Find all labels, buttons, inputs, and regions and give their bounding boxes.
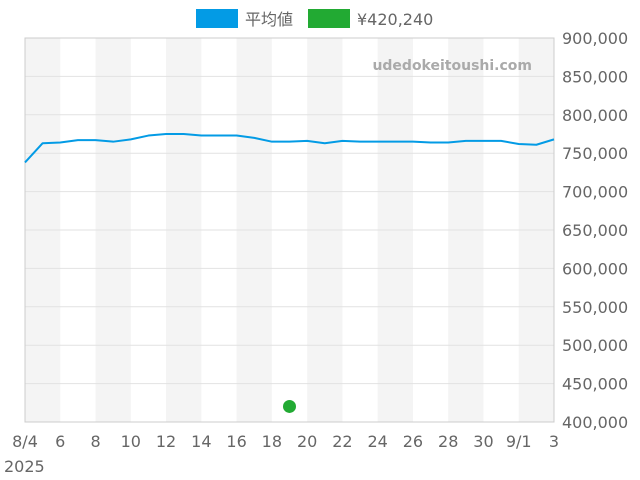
x-tick-label: 22 [332, 432, 352, 451]
x-axis-year-label: 2025 [4, 457, 45, 476]
x-axis-tick-labels: 8/4 6 8 10 12 14 16 18 20 22 24 26 28 30 9/1 3 [12, 432, 559, 451]
x-tick-label: 6 [55, 432, 65, 451]
x-tick-label: 12 [156, 432, 176, 451]
x-tick-label: 8 [90, 432, 100, 451]
x-tick-label: 10 [121, 432, 141, 451]
legend: 平均値 ¥420,240 [196, 9, 433, 29]
legend-swatch-series-1 [308, 9, 350, 28]
y-tick-label: 600,000 [562, 259, 628, 278]
y-tick-label: 750,000 [562, 144, 628, 163]
y-tick-label: 800,000 [562, 106, 628, 125]
y-tick-label: 450,000 [562, 375, 628, 394]
x-tick-label: 9/1 [506, 432, 532, 451]
legend-label-series-0: 平均値 [245, 10, 293, 29]
x-tick-label: 26 [403, 432, 423, 451]
watermark: udedokeitoushi.com [372, 58, 532, 74]
x-tick-label: 16 [226, 432, 246, 451]
y-tick-label: 500,000 [562, 336, 628, 355]
x-tick-label: 28 [438, 432, 458, 451]
x-tick-label: 3 [549, 432, 559, 451]
x-tick-label: 18 [262, 432, 282, 451]
x-tick-label: 30 [473, 432, 493, 451]
x-tick-label: 14 [191, 432, 211, 451]
legend-swatch-series-0 [196, 9, 238, 28]
legend-label-series-1: ¥420,240 [357, 10, 433, 29]
y-tick-label: 700,000 [562, 183, 628, 202]
series-line-0 [24, 133, 555, 164]
x-tick-label: 24 [367, 432, 387, 451]
y-tick-label: 400,000 [562, 413, 628, 432]
scatter-point [283, 399, 296, 413]
y-axis-tick-labels: 900,000 850,000 800,000 750,000 700,000 650,0… [562, 29, 628, 432]
plot-border [24, 37, 555, 423]
y-tick-label: 900,000 [562, 29, 628, 48]
x-tick-label: 8/4 [12, 432, 38, 451]
x-tick-label: 20 [297, 432, 317, 451]
series-layer [24, 133, 555, 413]
y-tick-label: 550,000 [562, 298, 628, 317]
y-tick-label: 650,000 [562, 221, 628, 240]
y-tick-label: 850,000 [562, 67, 628, 86]
